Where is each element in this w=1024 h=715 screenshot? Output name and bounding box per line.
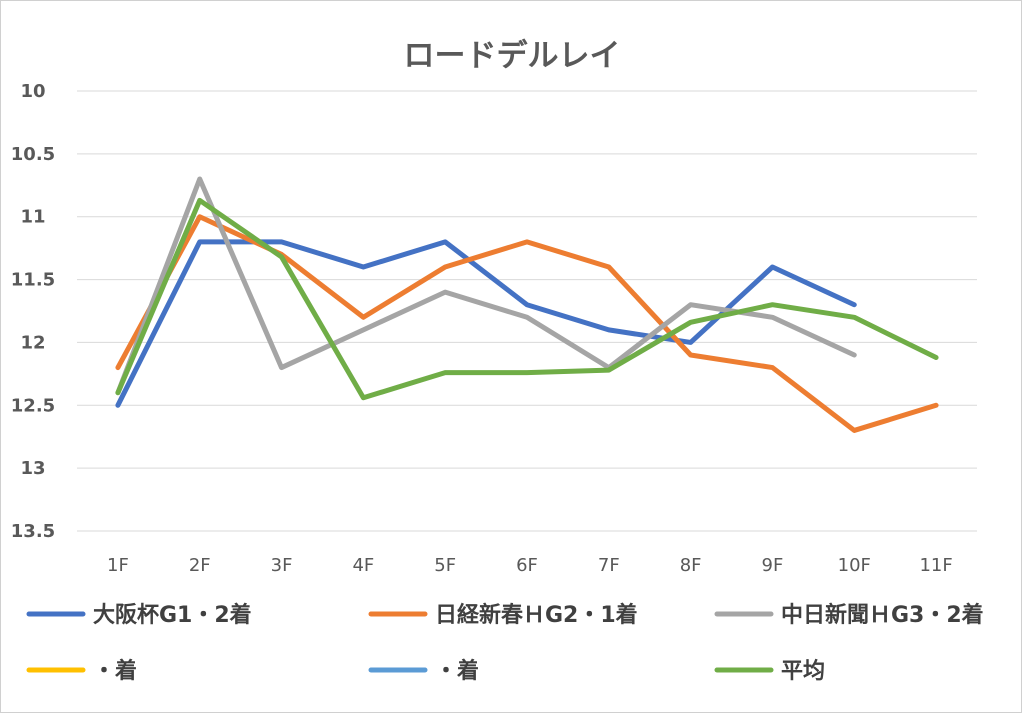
legend: 大阪杯G1・2着 日経新春ＨG2・1着 中日新聞ＨG3・2着・着 ・着 平均 [26,602,984,684]
series-lines [115,176,939,433]
y-tick-label: 11 [20,207,45,228]
x-tick-label: 4F [352,555,374,576]
x-tick-label: 11F [919,555,952,576]
y-tick-label: 13.5 [11,521,55,542]
y-tick-label: 12.5 [11,395,55,416]
x-tick-label: 7F [598,555,620,576]
x-axis-ticks: 1F 2F 3F 4F 5F 6F 7F 8F 9F 10F 11F [107,555,953,576]
y-tick-label: 13 [20,458,45,479]
legend-label: 大阪杯G1・2着 [93,602,252,628]
series-line-1 [115,239,857,408]
y-axis-ticks: 10 10.5 11 11.5 12 12.5 13 13.5 [11,81,55,542]
x-tick-label: 1F [107,555,129,576]
legend-label: 中日新聞ＨG3・2着 [781,602,984,628]
x-tick-label: 9F [762,555,784,576]
y-tick-label: 10 [20,81,45,102]
x-tick-label: 10F [838,555,871,576]
legend-label: ・着 [435,658,479,684]
y-tick-label: 12 [20,332,45,353]
legend-label: ・着 [93,658,137,684]
x-tick-label: 2F [189,555,211,576]
x-tick-label: 6F [516,555,538,576]
y-tick-label: 10.5 [11,144,55,165]
x-tick-label: 5F [434,555,456,576]
chart-title: ロードデルレイ [404,38,621,74]
y-tick-label: 11.5 [11,270,55,291]
series-line-6 [115,197,939,401]
legend-label: 平均 [781,658,825,684]
x-tick-label: 8F [680,555,702,576]
x-tick-label: 3F [271,555,293,576]
legend-label: 日経新春ＨG2・1着 [435,602,638,628]
series-line-2 [115,214,939,433]
gridlines [77,90,977,532]
